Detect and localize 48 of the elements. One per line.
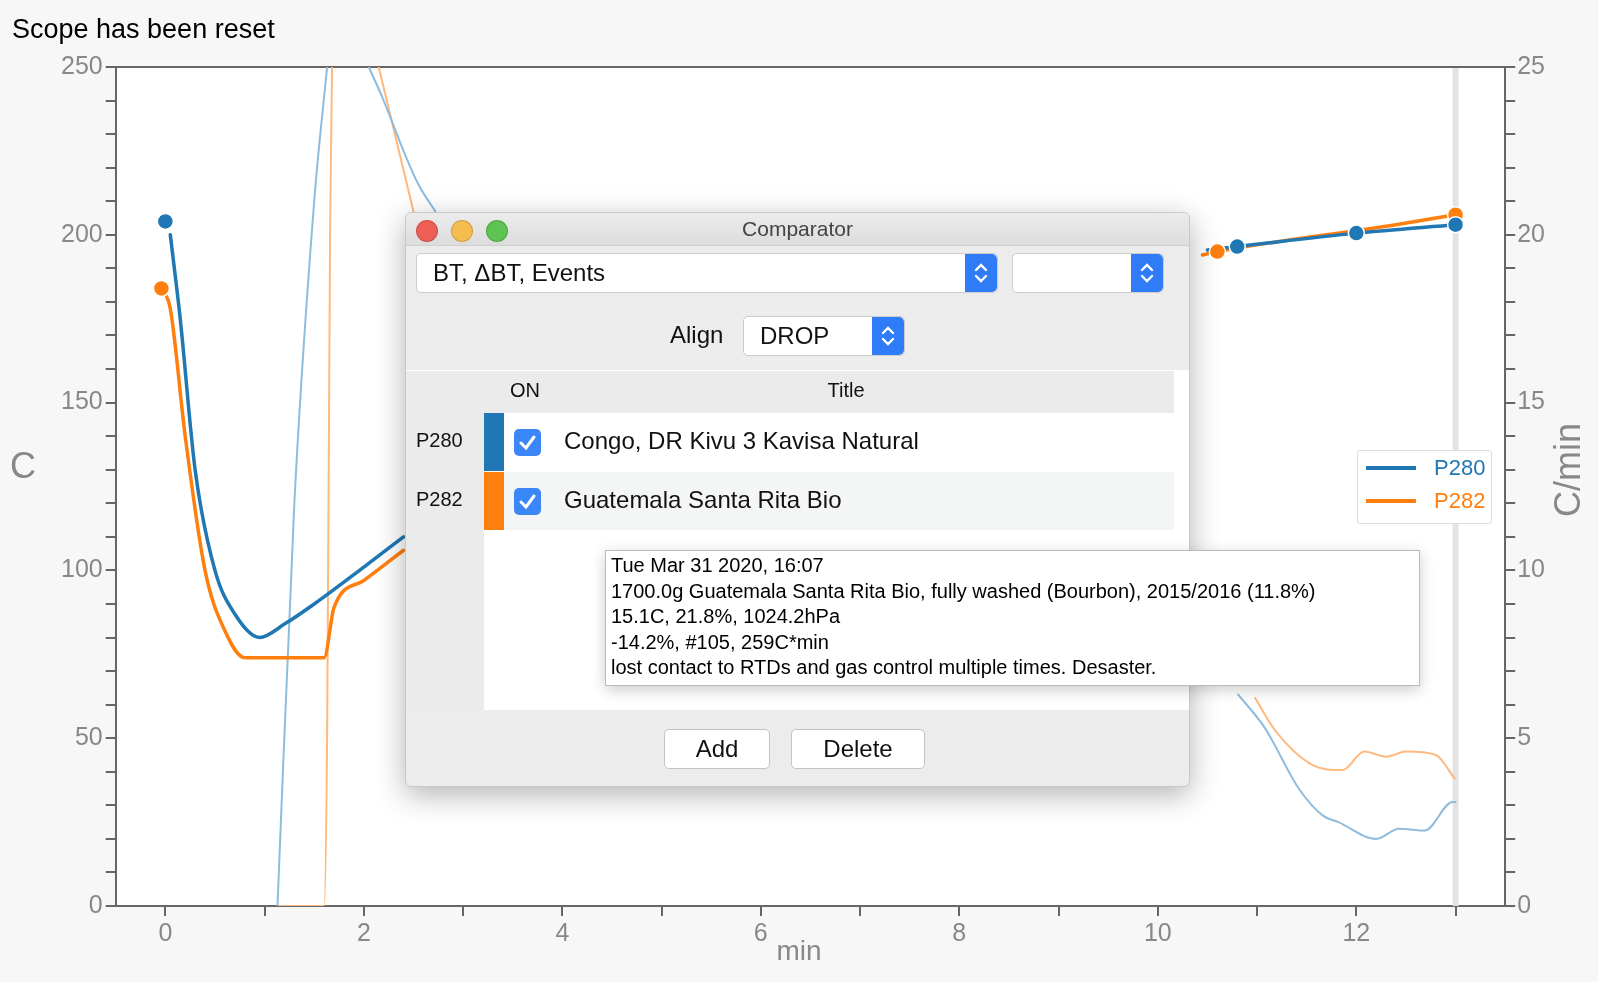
point — [152, 279, 171, 298]
x-tick-label: 6 — [753, 917, 768, 946]
annotation: Title — [826, 379, 866, 402]
annotation: 1700.0g Guatemala Santa Rita Bio, fully washed (Bourbon), 2015/2016 (11.8%) — [611, 578, 1317, 604]
y-axis-title: C — [10, 445, 36, 487]
chart-title: Scope has been reset — [12, 14, 275, 45]
x-tick-label: 12 — [1342, 917, 1371, 946]
annotation: DROP — [760, 322, 830, 350]
annotation: ON — [510, 379, 540, 402]
x-tick-label: 4 — [555, 917, 570, 946]
y-tick-label: 250 — [60, 50, 103, 79]
annotation: -14.2%, #105, 259C*min — [611, 629, 830, 655]
y2-tick-label: 15 — [1517, 386, 1545, 415]
x-tick-label: 2 — [356, 917, 371, 946]
annotation: Add — [664, 729, 770, 769]
annotation: Guatemala Santa Rita Bio — [564, 486, 842, 514]
annotation: BT, ΔBT, Events — [433, 259, 606, 287]
annotation: P280 — [416, 429, 463, 452]
point — [1208, 242, 1227, 261]
y-tick-label: 0 — [88, 889, 103, 918]
annotation: Tue Mar 31 2020, 16:07 — [611, 553, 825, 578]
annotation: 15.1C, 21.8%, 1024.2hPa — [611, 604, 842, 630]
y2-tick-label: 20 — [1517, 218, 1545, 247]
point — [156, 212, 175, 231]
annotation: Comparator — [741, 217, 854, 241]
y2-axis-title: C/min — [1547, 422, 1589, 518]
legend-label: P282 — [1434, 487, 1486, 514]
point — [1228, 237, 1246, 256]
point — [1446, 215, 1465, 234]
y-tick-label: 50 — [74, 722, 103, 751]
y-tick-label: 150 — [60, 386, 103, 415]
annotation: Congo, DR Kivu 3 Kavisa Natural — [564, 427, 919, 455]
y2-tick-label: 5 — [1517, 722, 1532, 751]
annotation: P282 — [416, 488, 463, 511]
x-tick-label: 0 — [158, 917, 173, 946]
y2-tick-label: 25 — [1517, 50, 1545, 79]
x-tick-label: 8 — [952, 917, 967, 946]
y2-tick-label: 0 — [1517, 889, 1532, 918]
legend-label: P280 — [1434, 454, 1486, 481]
y-tick-label: 200 — [60, 218, 103, 247]
x-tick-label: 10 — [1143, 917, 1172, 946]
x-axis-title: min — [776, 935, 822, 966]
y2-tick-label: 10 — [1517, 554, 1545, 583]
annotation: lost contact to RTDs and gas control multiple times. Desaster. — [611, 655, 1158, 681]
y-tick-label: 100 — [60, 554, 103, 583]
annotation: Delete — [791, 729, 925, 769]
annotation: Align — [670, 321, 724, 349]
point — [1347, 224, 1366, 242]
